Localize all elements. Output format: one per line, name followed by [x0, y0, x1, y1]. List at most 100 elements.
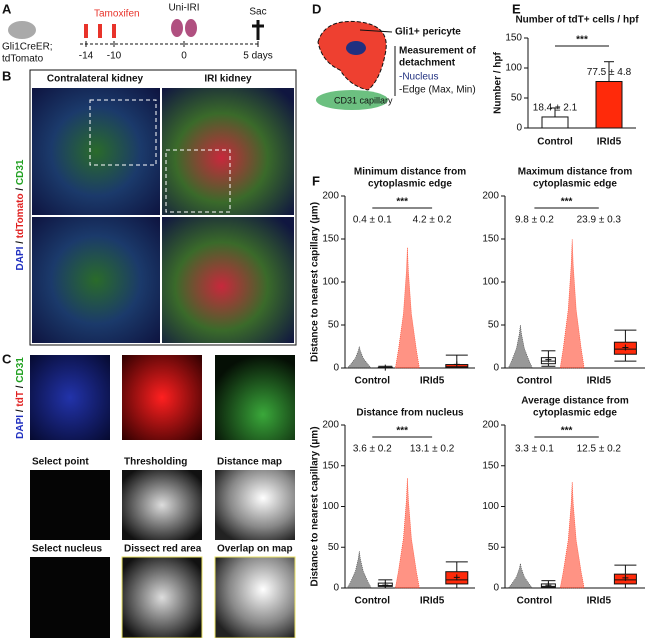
mouse-label: tdTomato	[2, 54, 44, 65]
y-tick-label: 50	[511, 93, 523, 104]
data-points	[507, 324, 533, 369]
x-tick-label: IRId5	[420, 376, 445, 387]
value-label: 12.5 ± 0.2	[577, 444, 622, 455]
mean-marker	[453, 574, 460, 581]
timeline-ticks	[85, 41, 259, 47]
panel-letter: B	[2, 68, 11, 83]
value-label: 4.2 ± 0.2	[413, 215, 452, 226]
processed-image	[30, 470, 110, 540]
x-tick-label: Control	[517, 376, 553, 387]
micrograph	[32, 88, 160, 215]
nucleus	[346, 41, 366, 55]
stain-label: DAPI / tdT / CD31	[15, 357, 26, 439]
x-tick-label: Control	[355, 376, 391, 387]
data-points	[559, 238, 585, 369]
syringes	[84, 24, 116, 38]
kidney-icon	[171, 19, 183, 37]
panel-d: D CD31 capillary Gli1+ pericyte Measurem…	[312, 1, 476, 110]
y-tick-label: 200	[322, 191, 339, 202]
micrograph	[215, 355, 295, 440]
pericyte	[317, 20, 387, 91]
endpoint-label: Sac	[249, 7, 266, 18]
chart-title: Minimum distance from	[354, 167, 466, 178]
panel-letter: C	[2, 351, 12, 366]
measurement-item: -Edge (Max, Min)	[399, 85, 476, 96]
step-label: Thresholding	[124, 457, 187, 468]
inset-box	[165, 149, 231, 213]
micrograph	[30, 355, 110, 440]
bar	[595, 81, 623, 129]
x-tick-label: IRId5	[420, 596, 445, 607]
panel-c: C DAPI / tdT / CD31 Select point Thresho…	[2, 351, 296, 638]
x-tick-label: IRId5	[587, 376, 612, 387]
y-tick-label: 0	[333, 363, 339, 374]
significance: ***	[396, 426, 408, 437]
data-points	[559, 482, 585, 589]
value-label: 3.6 ± 0.2	[353, 444, 392, 455]
step-label: Dissect red area	[124, 544, 202, 555]
panel-letter: A	[2, 1, 12, 16]
significance: ***	[576, 35, 588, 46]
mean-marker	[545, 356, 552, 363]
treatment-label: Tamoxifen	[94, 9, 140, 20]
y-tick-label: 50	[488, 542, 500, 553]
data-points	[395, 247, 420, 369]
step-label: Overlap on map	[217, 544, 293, 555]
y-tick-label: 200	[322, 420, 339, 431]
y-tick-label: 0	[516, 123, 522, 134]
value-label: 0.4 ± 0.1	[353, 215, 392, 226]
chart-title: Maximum distance from	[518, 167, 633, 178]
significance: ***	[396, 197, 408, 208]
y-axis-label: Number / hpf	[493, 52, 504, 114]
pointer	[359, 29, 393, 33]
y-tick-label: 200	[482, 191, 499, 202]
y-tick-label: 100	[482, 501, 499, 512]
x-tick-label: Control	[355, 596, 391, 607]
chart-title: cytoplasmic edge	[533, 179, 617, 190]
cell-label: Gli1+ pericyte	[395, 27, 461, 38]
panel-letter: E	[512, 1, 521, 16]
processed-image	[214, 556, 296, 638]
x-tick-label: Control	[517, 596, 553, 607]
y-tick-label: 50	[328, 542, 340, 553]
x-tick-label: IRId5	[587, 596, 612, 607]
y-axis-label: Distance to nearest capillary (μm)	[310, 202, 321, 362]
y-tick-label: 100	[505, 63, 522, 74]
y-tick-label: 0	[493, 583, 499, 594]
mean-marker	[545, 582, 552, 589]
mean-marker	[622, 574, 629, 581]
bar	[541, 116, 569, 129]
processed-image	[215, 470, 295, 540]
mean-marker	[382, 582, 389, 589]
cross-icon	[252, 20, 264, 40]
value-label: 9.8 ± 0.2	[515, 215, 554, 226]
chart-title: cytoplasmic edge	[368, 179, 452, 190]
chart-title: Average distance from	[521, 396, 629, 407]
measurement: detachment	[399, 58, 456, 69]
y-tick-label: 50	[328, 320, 340, 331]
value-label: 23.9 ± 0.3	[577, 215, 622, 226]
end-time: 5 days	[243, 51, 272, 62]
micrograph	[162, 217, 294, 343]
y-tick-label: 150	[505, 33, 522, 44]
surgery-label: Uni-IRI	[168, 3, 199, 14]
kidney-icon	[185, 19, 197, 37]
measurement: Measurement of	[399, 46, 476, 57]
chart-title: cytoplasmic edge	[533, 408, 617, 419]
panel-letter: F	[312, 173, 320, 188]
data-points	[395, 477, 420, 589]
micrograph	[162, 88, 294, 215]
column-header: IRI kidney	[204, 74, 252, 85]
step-label: Select nucleus	[32, 544, 102, 555]
y-tick-label: 100	[482, 277, 499, 288]
y-tick-label: 100	[322, 501, 339, 512]
inset-box	[89, 99, 157, 166]
value-label: 3.3 ± 0.1	[515, 444, 554, 455]
micrograph	[122, 355, 202, 440]
data-points	[507, 563, 534, 589]
capillary	[316, 90, 388, 110]
timepoint: -14	[79, 51, 94, 62]
timepoint: 0	[181, 51, 187, 62]
value-label: 18.4 ± 2.1	[533, 103, 578, 114]
